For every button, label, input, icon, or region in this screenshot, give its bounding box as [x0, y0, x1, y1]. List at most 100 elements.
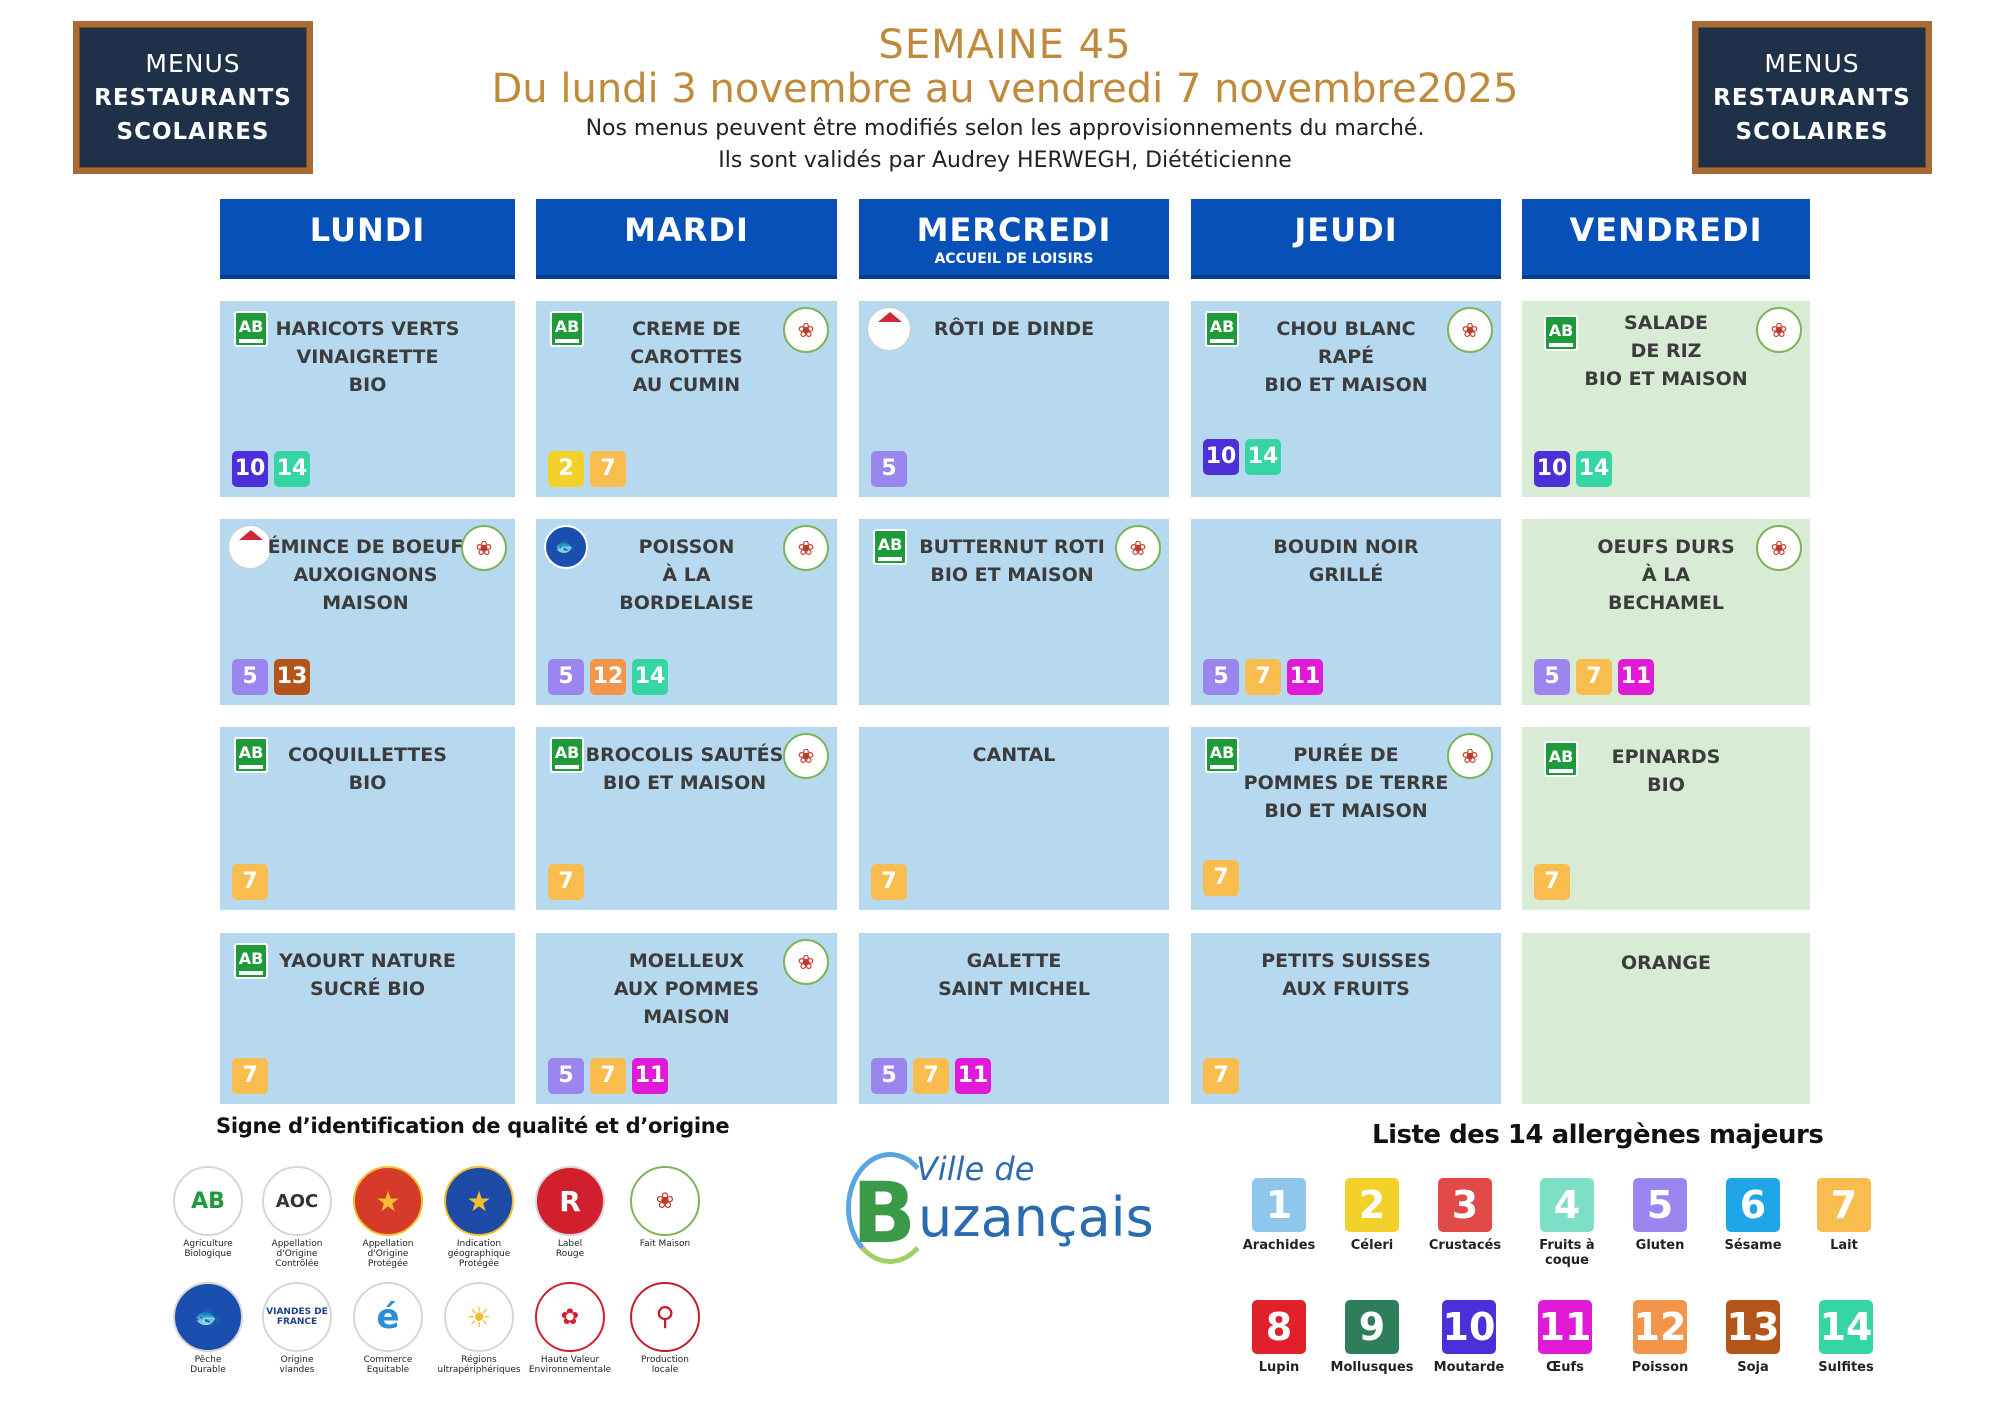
dish-name: SALADE DE RIZ BIO ET MAISON [1584, 312, 1748, 390]
sign-label: Commerce Equitable [363, 1355, 413, 1375]
allergen-badge: 7 [548, 864, 584, 900]
location-pin-icon: ⚲ [630, 1282, 700, 1352]
allergen-badge: 7 [913, 1058, 949, 1094]
allergen-badge: 14 [1245, 439, 1281, 475]
allergen-name: Sulfites [1818, 1360, 1874, 1375]
allergen-name: Fruits à coque [1539, 1238, 1595, 1268]
menu-note: Nos menus peuvent être modifiés selon le… [585, 116, 1425, 141]
allergen-badge: 10 [1203, 439, 1239, 475]
allergen-badge: 11 [1618, 659, 1654, 695]
aoc-icon: AOC [262, 1166, 332, 1236]
day-subtitle: ACCUEIL DE LOISIRS [934, 251, 1094, 267]
allergen-badge: 7 [1203, 860, 1239, 896]
allergen-badge: 7 [232, 864, 268, 900]
peche-durable-icon: 🐟 [173, 1282, 243, 1352]
allergen-legend-item: 10 Moutarde [1419, 1300, 1519, 1375]
dish-name: BUTTERNUT ROTI BIO ET MAISON [919, 536, 1105, 586]
allergen-legend-item: 8 Lupin [1229, 1300, 1329, 1375]
sign-aop: ★ Appellation d'Origine Protégée [343, 1166, 433, 1269]
sign-igp: ★ Indication géographique Protégée [434, 1166, 524, 1269]
board-line3: SCOLAIRES [1735, 118, 1889, 145]
dish-name: YAOURT NATURE SUCRÉ BIO [279, 950, 456, 1000]
ab-bio-icon: AB [873, 529, 907, 565]
allergen-badge: 12 [1633, 1300, 1687, 1354]
menus-board-right: MENUS RESTAURANTS SCOLAIRES [1692, 21, 1932, 174]
ab-bio-icon: AB [234, 311, 268, 347]
fait-maison-icon: ❀ [1115, 525, 1161, 571]
allergen-badge: 7 [1203, 1058, 1239, 1094]
allergen-badge: 12 [590, 659, 626, 695]
allergen-badge: 4 [1540, 1178, 1594, 1232]
allergen-badge: 11 [955, 1058, 991, 1094]
hve-icon: ✿ [535, 1282, 605, 1352]
menus-board-left: MENUS RESTAURANTS SCOLAIRES [73, 21, 313, 174]
allergen-badge: 5 [548, 1058, 584, 1094]
menu-cell-mardi-3: AB ❀ BROCOLIS SAUTÉS BIO ET MAISON 7 [536, 727, 837, 910]
sign-label-rouge: R Label Rouge [525, 1166, 615, 1259]
menu-cell-lundi-2: ❀ ÉMINCE DE BOEUF AUXOIGNONS MAISON 5 13 [220, 519, 515, 705]
allergen-legend-item: 13 Soja [1703, 1300, 1803, 1375]
allergen-list: 5 [871, 451, 907, 487]
menu-cell-vendredi-2: ❀ OEUFS DURS À LA BECHAMEL 5 7 11 [1522, 519, 1810, 705]
menu-cell-lundi-3: AB COQUILLETTES BIO 7 [220, 727, 515, 910]
day-name: VENDREDI [1569, 211, 1763, 249]
sign-label: Pêche Durable [190, 1355, 226, 1375]
sign-label: Indication géographique Protégée [447, 1239, 511, 1269]
sun-icon: ☀ [444, 1282, 514, 1352]
date-range: Du lundi 3 novembre au vendredi 7 novemb… [491, 66, 1519, 112]
allergen-badge: 2 [548, 451, 584, 487]
allergen-list: 5 13 [232, 659, 310, 695]
sign-label: Appellation d'Origine Protégée [362, 1239, 414, 1269]
fait-maison-icon: ❀ [783, 733, 829, 779]
validation-note: Ils sont validés par Audrey HERWEGH, Dié… [718, 148, 1292, 173]
allergen-list: 5 7 11 [871, 1058, 991, 1094]
viandes-de-france-icon [228, 525, 272, 569]
sign-fait-maison: ❀ Fait Maison [620, 1166, 710, 1249]
menu-cell-lundi-4: AB YAOURT NATURE SUCRÉ BIO 7 [220, 933, 515, 1104]
allergen-badge: 5 [871, 1058, 907, 1094]
allergen-legend-item: 12 Poisson [1610, 1300, 1710, 1375]
sign-peche-durable: 🐟 Pêche Durable [163, 1282, 253, 1375]
allergen-badge: 7 [590, 451, 626, 487]
allergen-legend-item: 14 Sulfites [1796, 1300, 1896, 1375]
allergen-badge: 5 [871, 451, 907, 487]
board-line1: MENUS [145, 48, 241, 78]
fait-maison-icon: ❀ [783, 525, 829, 571]
allergen-badge: 10 [232, 451, 268, 487]
allergen-badge: 7 [871, 864, 907, 900]
allergen-badge: 14 [1576, 451, 1612, 487]
logo-town-name: uzançais [918, 1186, 1154, 1249]
sign-label: Régions ultrapériphériques [437, 1355, 521, 1375]
allergen-name: Lait [1830, 1238, 1858, 1253]
sign-production-locale: ⚲ Production locale [620, 1282, 710, 1375]
day-header-lundi: LUNDI [220, 199, 515, 279]
allergen-list: 7 [232, 864, 268, 900]
day-header-mardi: MARDI [536, 199, 837, 279]
allergen-badge: 5 [1534, 659, 1570, 695]
ab-bio-icon: AB [234, 737, 268, 773]
dish-name: CHOU BLANC RAPÉ BIO ET MAISON [1264, 318, 1428, 396]
dish-name: BROCOLIS SAUTÉS BIO ET MAISON [585, 744, 784, 794]
day-header-vendredi: VENDREDI [1522, 199, 1810, 279]
allergen-badge: 10 [1442, 1300, 1496, 1354]
allergen-name: Céleri [1350, 1238, 1394, 1253]
label-rouge-icon: R [535, 1166, 605, 1236]
allergen-name: Moutarde [1433, 1360, 1505, 1375]
logo-ville-de: Ville de [916, 1150, 1035, 1188]
allergen-badge: 7 [1245, 659, 1281, 695]
menu-cell-jeudi-1: AB ❀ CHOU BLANC RAPÉ BIO ET MAISON 10 14 [1191, 301, 1501, 497]
menu-cell-mercredi-4: GALETTE SAINT MICHEL 5 7 11 [859, 933, 1169, 1104]
commerce-equitable-icon: é [353, 1282, 423, 1352]
allergen-badge: 9 [1345, 1300, 1399, 1354]
dish-name: PURÉE DE POMMES DE TERRE BIO ET MAISON [1243, 744, 1449, 822]
allergen-badge: 13 [1726, 1300, 1780, 1354]
week-title: SEMAINE 45 [878, 22, 1132, 68]
allergen-badge: 14 [632, 659, 668, 695]
allergen-list: 10 14 [1203, 439, 1281, 475]
ab-bio-icon: AB [234, 943, 268, 979]
allergen-legend-item: 6 Sésame [1703, 1178, 1803, 1253]
fait-maison-icon: ❀ [1756, 525, 1802, 571]
igp-icon: ★ [444, 1166, 514, 1236]
allergen-legend-item: 5 Gluten [1610, 1178, 1710, 1253]
menu-cell-jeudi-2: BOUDIN NOIR GRILLÉ 5 7 11 [1191, 519, 1501, 705]
